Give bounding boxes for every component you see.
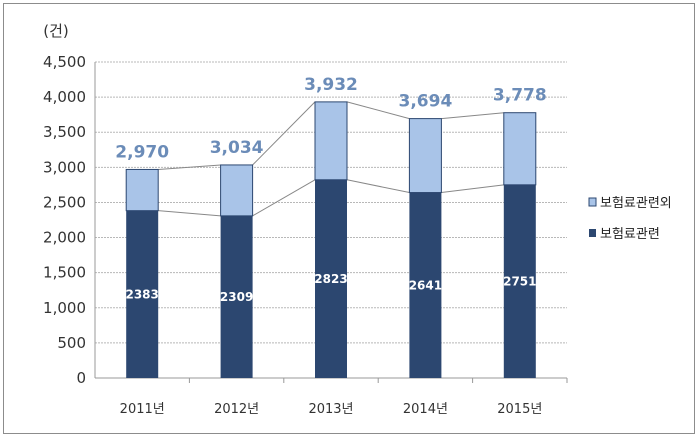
- legend-swatch-related: [589, 229, 596, 237]
- bar-segment-related: [220, 215, 253, 378]
- bar-total-label: 3,694: [399, 92, 453, 112]
- bar-total-label: 3,932: [304, 75, 358, 95]
- bar-segment-other: [503, 112, 537, 186]
- y-tick-label: 2,500: [43, 193, 86, 211]
- y-tick-label: 3,000: [43, 158, 86, 176]
- bar-inner-label: 2641: [409, 278, 442, 292]
- bar-segment-other: [220, 164, 254, 217]
- x-tick-label: 2011년: [120, 402, 165, 417]
- connector-line: [346, 101, 410, 120]
- bar-segment-other: [314, 101, 348, 181]
- legend-swatch-other: [588, 197, 597, 207]
- bar-total-label: 2,970: [115, 142, 169, 162]
- x-tick-label: 2015년: [497, 402, 542, 417]
- chart-frame: [3, 3, 695, 434]
- connector-line: [346, 179, 410, 194]
- y-unit-label: (건): [43, 22, 69, 40]
- y-tick-label: 3,500: [43, 123, 86, 141]
- bar-total-label: 3,778: [493, 86, 547, 106]
- y-tick-label: 4,000: [43, 88, 86, 106]
- bar-inner-label: 2383: [125, 287, 158, 301]
- bar-segment-related: [315, 179, 347, 378]
- bar-total-label: 3,034: [210, 138, 264, 158]
- y-tick-label: 0: [76, 369, 86, 387]
- bar-segment-other: [125, 168, 159, 212]
- x-tick-label: 2012년: [214, 402, 259, 417]
- y-tick-label: 2,000: [43, 229, 86, 247]
- bar-inner-label: 2751: [503, 274, 536, 288]
- bar-segment-related: [409, 192, 442, 378]
- x-tick-label: 2014년: [403, 402, 448, 417]
- connector-line: [252, 179, 316, 217]
- legend-label-related: 보험료관련: [600, 227, 660, 242]
- y-tick-label: 500: [57, 334, 86, 352]
- y-tick-label: 1,000: [43, 299, 86, 317]
- bar-segment-related: [503, 184, 536, 378]
- bar-inner-label: 2309: [220, 290, 253, 304]
- connector-line: [441, 112, 504, 120]
- connector-line: [158, 210, 221, 217]
- y-tick-label: 4,500: [43, 53, 86, 71]
- bar-segment-other: [408, 118, 442, 194]
- x-tick-label: 2013년: [308, 402, 353, 417]
- legend-label-other: 보험료관련외: [600, 196, 672, 211]
- connector-line: [252, 101, 316, 166]
- bar-inner-label: 2823: [314, 272, 347, 286]
- bar-segment-related: [126, 210, 159, 378]
- y-tick-label: 1,500: [43, 264, 86, 282]
- connector-line: [441, 184, 504, 194]
- connector-line: [158, 164, 221, 170]
